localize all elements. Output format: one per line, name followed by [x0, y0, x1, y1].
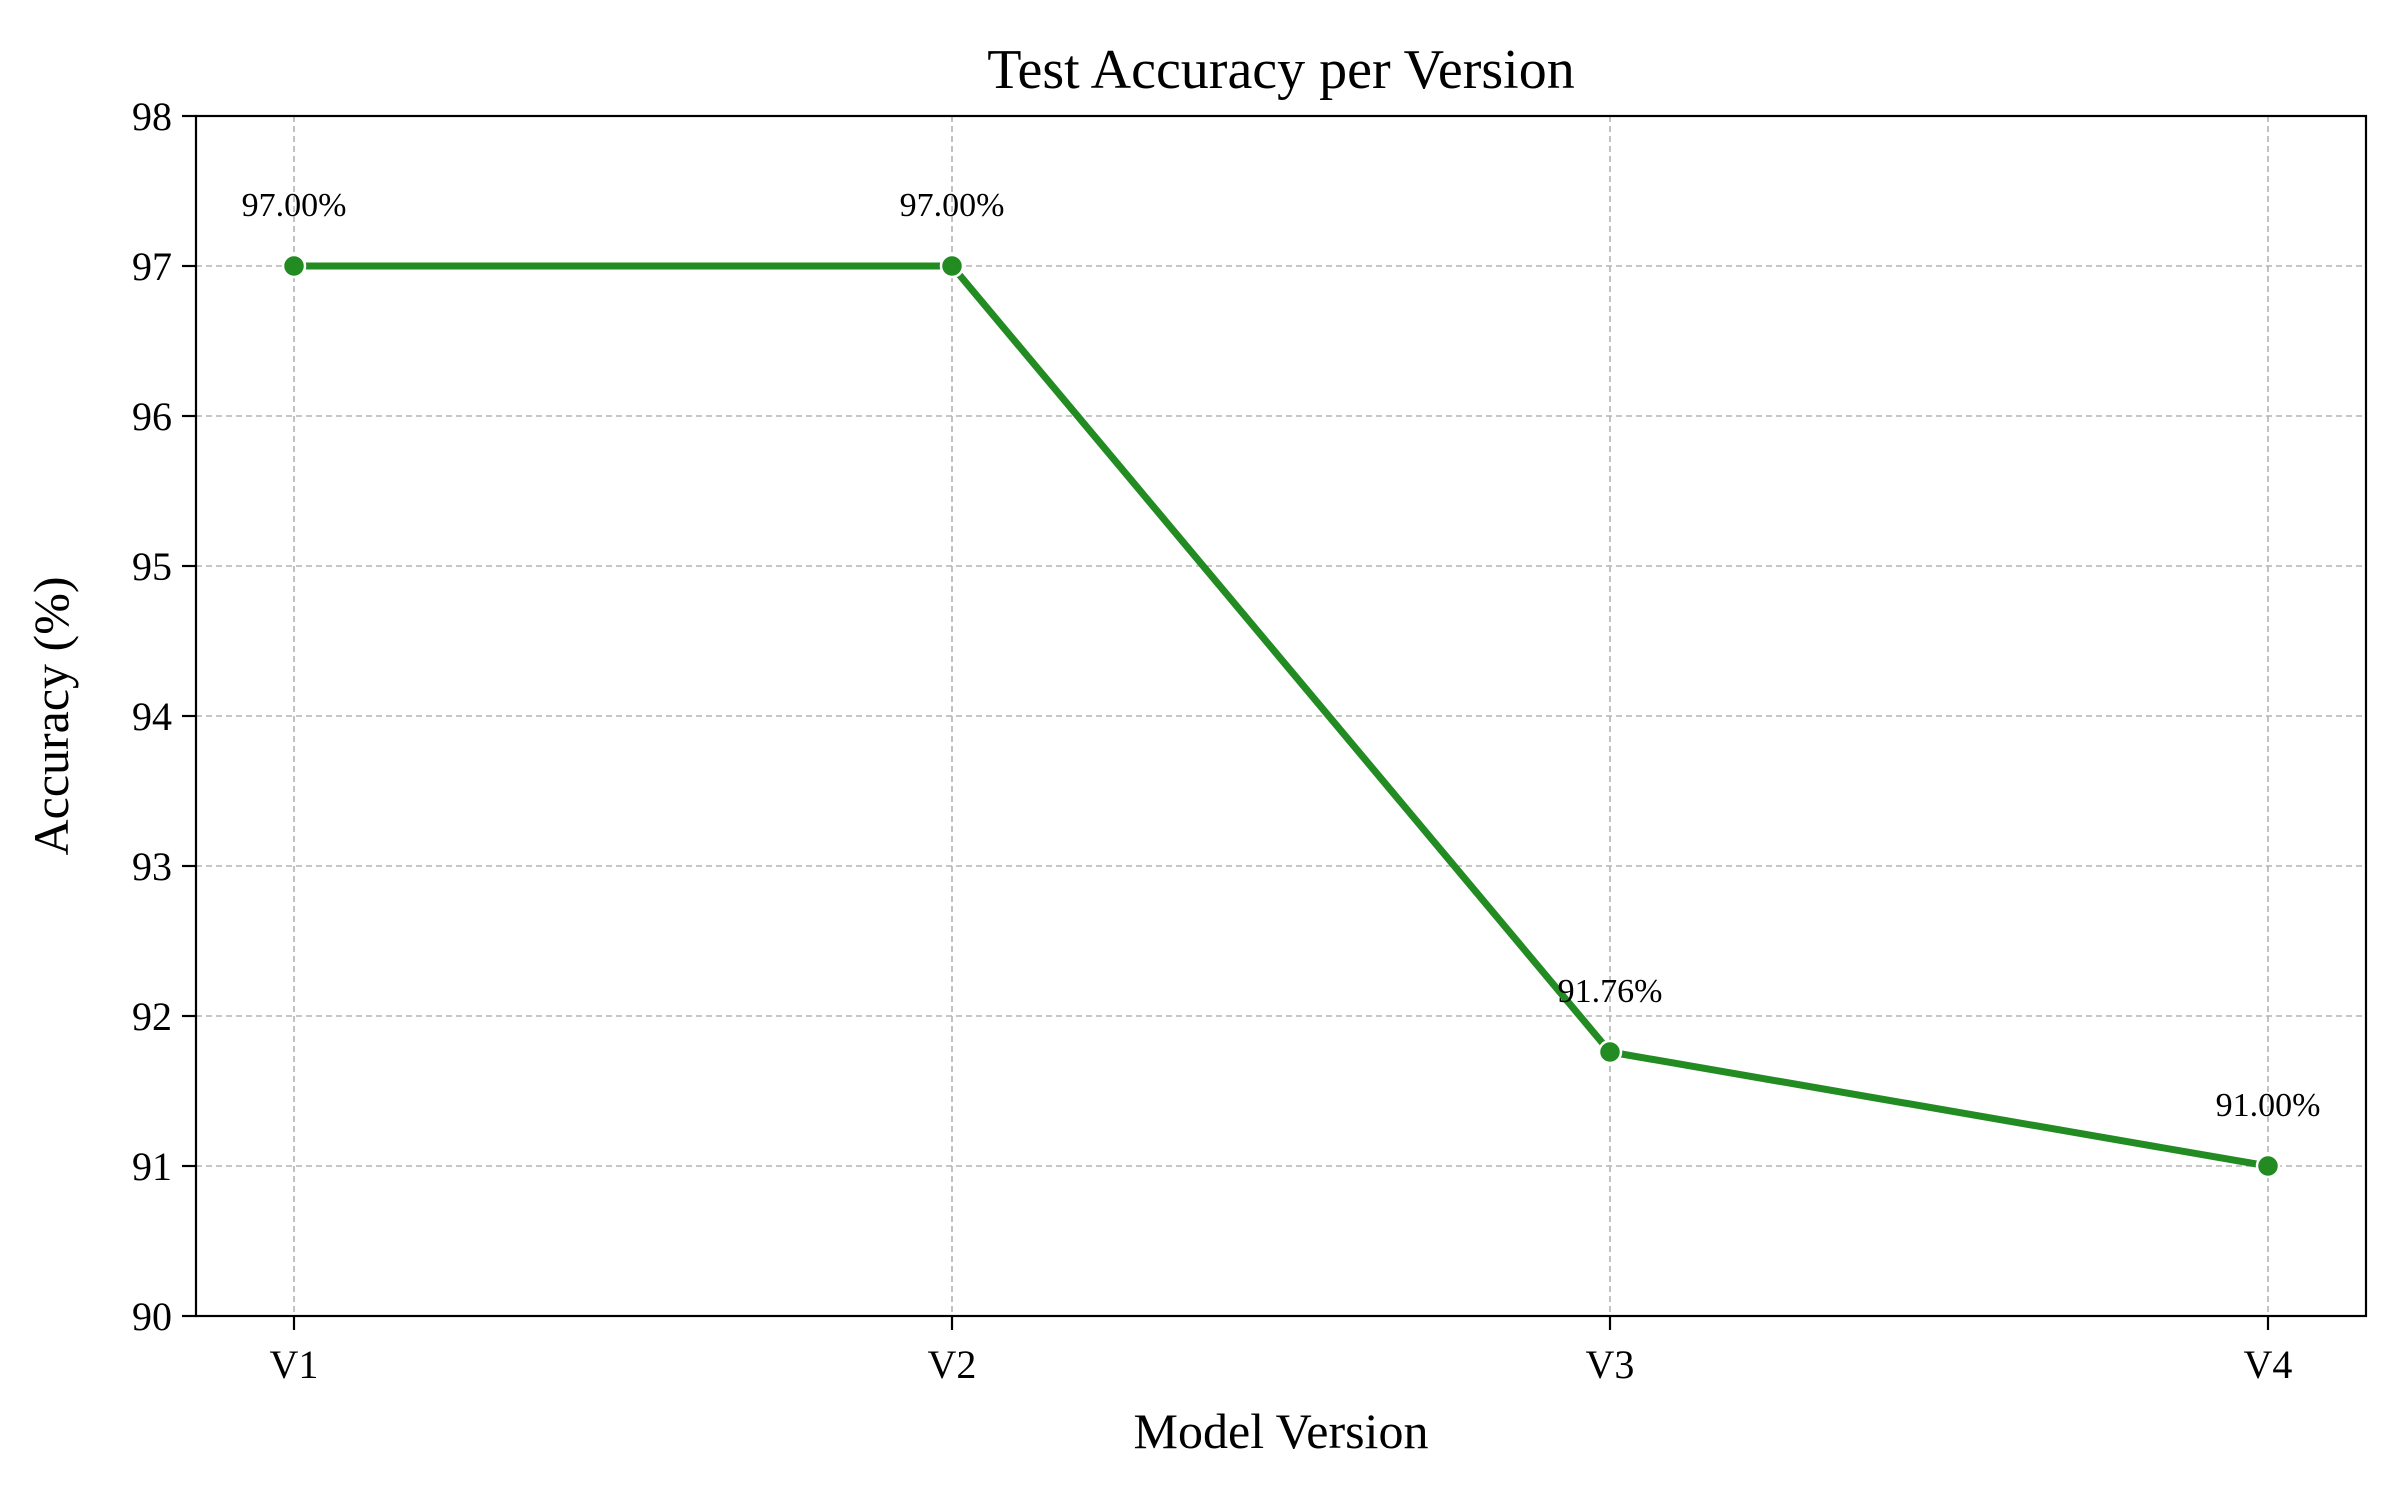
series-line: [290, 262, 2272, 1170]
data-label: 97.00%: [900, 187, 1005, 224]
data-label: 91.00%: [2216, 1087, 2321, 1124]
y-tick-label: 98: [132, 94, 172, 139]
data-label: 91.76%: [1558, 973, 1663, 1010]
y-tick-label: 93: [132, 844, 172, 889]
x-tick-label: V1: [270, 1342, 319, 1387]
plot-frame: [194, 114, 2368, 1318]
axes: 90 91 92 93 94 95 96 97 98 V1 V2 V3 V4: [132, 94, 2368, 1387]
data-labels: 97.00% 97.00% 91.76% 91.00%: [242, 187, 2321, 1124]
x-tick-label: V3: [1586, 1342, 1635, 1387]
x-axis-label: Model Version: [1134, 1403, 1429, 1459]
y-tick-label: 90: [132, 1294, 172, 1339]
data-point: [281, 253, 307, 279]
x-tick-label: V4: [2244, 1342, 2293, 1387]
chart-title: Test Accuracy per Version: [987, 39, 1575, 101]
y-tick-label: 97: [132, 244, 172, 289]
data-point: [1597, 1039, 1623, 1065]
grid: [196, 116, 2366, 1316]
y-tick-label: 92: [132, 994, 172, 1039]
y-tick-label: 91: [132, 1144, 172, 1189]
data-label: 97.00%: [242, 187, 347, 224]
x-tick-label: V2: [928, 1342, 977, 1387]
y-tick-label: 94: [132, 694, 172, 739]
data-point: [939, 253, 965, 279]
series: [281, 253, 2281, 1179]
y-tick-label: 95: [132, 544, 172, 589]
y-tick-label: 96: [132, 394, 172, 439]
y-axis-label: Accuracy (%): [23, 577, 79, 856]
data-point: [2255, 1153, 2281, 1179]
